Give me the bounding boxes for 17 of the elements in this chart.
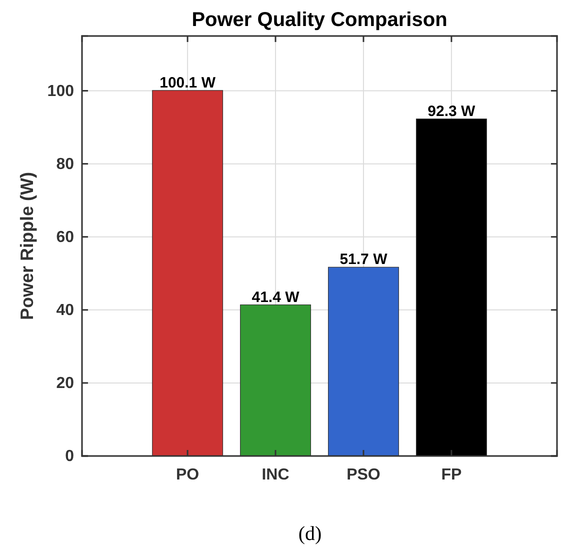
data-label: 100.1 W [160,74,216,92]
data-label: 92.3 W [428,102,476,120]
y-tick-label: 80 [56,156,74,173]
x-tick-label: INC [262,466,290,484]
y-tick-label: 20 [56,375,74,392]
y-tick-label: 40 [56,302,74,320]
x-tick-label: PSO [346,466,380,484]
y-tick-label: 0 [65,448,74,466]
chart-title: Power Quality Comparison [192,9,448,31]
y-tick-label: 60 [56,228,74,246]
data-label: 41.4 W [252,288,300,306]
y-axis-title: Power Ripple (W) [17,172,37,320]
text: (d) [298,523,322,545]
y-tick-label: 100 [47,82,74,100]
x-tick-label: PO [176,466,200,484]
data-label: 51.7 W [340,251,388,268]
x-tick-label: FP [441,466,462,484]
